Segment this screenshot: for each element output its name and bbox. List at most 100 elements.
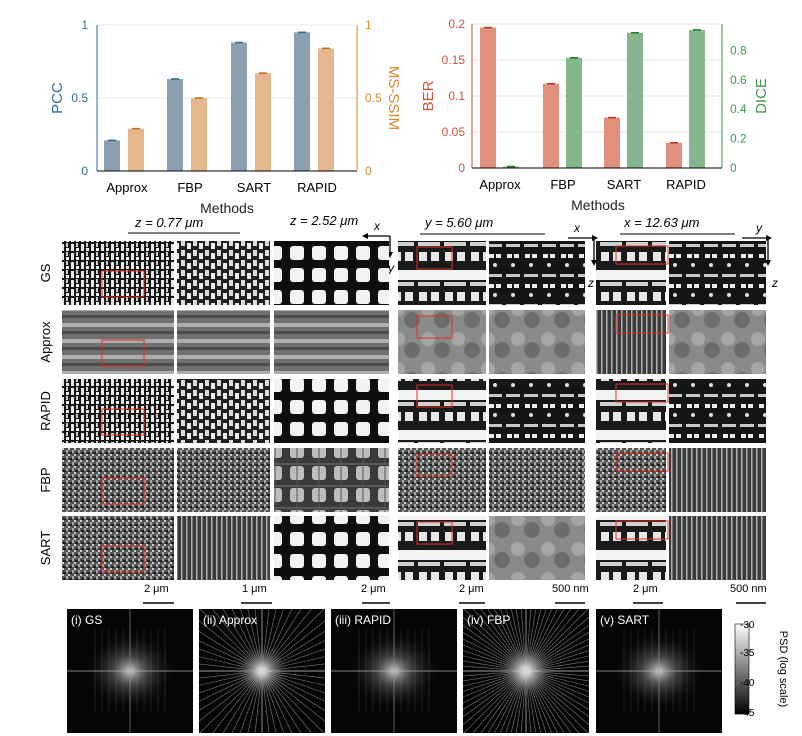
psd-panel-label: (iii) RAPID [335, 613, 391, 627]
roi-box [615, 245, 669, 265]
axis-letter: z [587, 276, 594, 290]
header-x-1263: x = 12.63 μm [623, 215, 700, 230]
slice-image [62, 448, 174, 512]
axis-letter: x [573, 221, 581, 235]
category-label: Approx [106, 180, 148, 195]
y-tick-label: 0.5 [71, 91, 88, 105]
roi-box [615, 452, 669, 472]
slice-headers: z = 0.77 μm z = 2.52 μm y = 5.60 μm x = … [128, 213, 778, 290]
slice-image [177, 379, 270, 443]
slice-image [489, 241, 585, 305]
bar-pcc [231, 42, 247, 171]
scale-bars: 2 μm 1 μm 2 μm 2 μm 500 nm 2 μm 500 nm [143, 583, 767, 604]
y-tick-label: 0.05 [442, 125, 466, 139]
axis-letter: y [755, 221, 763, 235]
roi-box [416, 246, 453, 270]
y-tick-label-right: 0.6 [730, 73, 747, 87]
arrowhead [592, 235, 598, 241]
y-tick-label-right: 0.2 [730, 132, 747, 146]
roi-box [101, 270, 145, 298]
axis-letter: x [373, 219, 381, 233]
slice-image [489, 448, 585, 512]
slice-image [596, 241, 666, 305]
slice-image [62, 310, 174, 374]
roi-box [101, 477, 145, 505]
slice-image [398, 516, 486, 580]
bar-ber [480, 27, 496, 168]
slice-image [669, 379, 766, 443]
chart2-ylabel: BER [420, 80, 437, 111]
psd-panel: (i) GS [67, 609, 193, 733]
bar-pcc [294, 32, 310, 171]
header-y-560: y = 5.60 μm [424, 215, 493, 230]
row-label-gs: GS [38, 263, 53, 282]
y-tick-label-right: 0.4 [730, 102, 747, 116]
psd-panel-label: (ii) Approx [203, 613, 257, 627]
category-label: RAPID [666, 177, 706, 192]
slice-image [669, 448, 766, 512]
scalebar-500nm: 500 nm [552, 583, 589, 595]
y-tick-label: 0.2 [448, 17, 465, 31]
bar-pcc [167, 79, 183, 171]
bar-dice [627, 32, 643, 168]
y-tick-label: 0 [81, 164, 88, 178]
header-z-252: z = 2.52 μm [289, 213, 358, 228]
psd-panels: (i) GS (ii) Approx (iii) RAPID (iv) FBP (v) … [67, 609, 722, 733]
y-tick-label: 0.15 [442, 53, 466, 67]
psd-panel: (ii) Approx [199, 609, 325, 733]
category-label: FBP [177, 180, 202, 195]
chart1-ylabel-right: MS-SSIM [385, 66, 402, 130]
colorbar-tick: -40 [740, 678, 755, 689]
colorbar-label: PSD (log scale) [777, 631, 789, 707]
slice-image [274, 310, 389, 374]
roi-box [416, 521, 453, 545]
slice-image [669, 516, 766, 580]
slice-grid: GS Approx RAPID FBP SART [38, 241, 766, 580]
axis-letter: z [771, 276, 778, 290]
row-label-sart: SART [38, 531, 53, 565]
bar-pcc [104, 140, 120, 171]
chart1-ylabel: PCC [49, 82, 66, 114]
slice-image [596, 310, 666, 374]
chart2-xlabel: Methods [571, 197, 625, 213]
psd-colorbar: -30 -35 -40 -45 PSD (log scale) [734, 620, 789, 719]
ber-dice-chart: 0 0.05 0.1 0.15 0.2 0 0.2 0.4 0.6 0.8 Approx FBP S… [420, 17, 770, 213]
arrowhead [362, 233, 368, 239]
roi-box [615, 520, 669, 540]
scalebar-2um: 2 μm [144, 583, 169, 595]
slice-image [274, 241, 389, 305]
y-tick-label-right: 0 [730, 161, 737, 175]
header-z-077: z = 0.77 μm [134, 215, 203, 230]
slice-image [177, 241, 270, 305]
slice-image [274, 448, 389, 512]
roi-box [416, 315, 453, 339]
slice-image [669, 241, 766, 305]
pcc-msssim-chart: 0 0.5 1 0 0.5 1 Approx FBP SART RAPID PCC MS-SS… [49, 18, 402, 216]
arrowhead [766, 235, 772, 241]
slice-image [177, 310, 270, 374]
bar-msssim [128, 128, 144, 171]
category-label: SART [237, 180, 271, 195]
bar-dice [566, 57, 582, 169]
axis-letter: y [387, 261, 395, 275]
arrowhead [765, 260, 771, 266]
scalebar-500nm: 500 nm [730, 583, 767, 595]
category-label: SART [607, 177, 641, 192]
row-label-rapid: RAPID [38, 391, 53, 431]
psd-ray [199, 663, 325, 679]
category-label: RAPID [297, 180, 337, 195]
psd-panel-label: (iv) FBP [467, 613, 510, 627]
slice-image [489, 310, 585, 374]
y-tick-label: 0 [458, 161, 465, 175]
slice-image [177, 448, 270, 512]
psd-ray [463, 665, 589, 677]
row-label-approx: Approx [38, 321, 53, 363]
scalebar-2um: 2 μm [633, 583, 658, 595]
colorbar-tick: -45 [740, 708, 755, 719]
roi-box [101, 408, 145, 436]
slice-image [669, 310, 766, 374]
roi-box [416, 453, 453, 477]
slice-image [398, 448, 486, 512]
bar-ber [543, 83, 559, 168]
slice-image [596, 448, 666, 512]
